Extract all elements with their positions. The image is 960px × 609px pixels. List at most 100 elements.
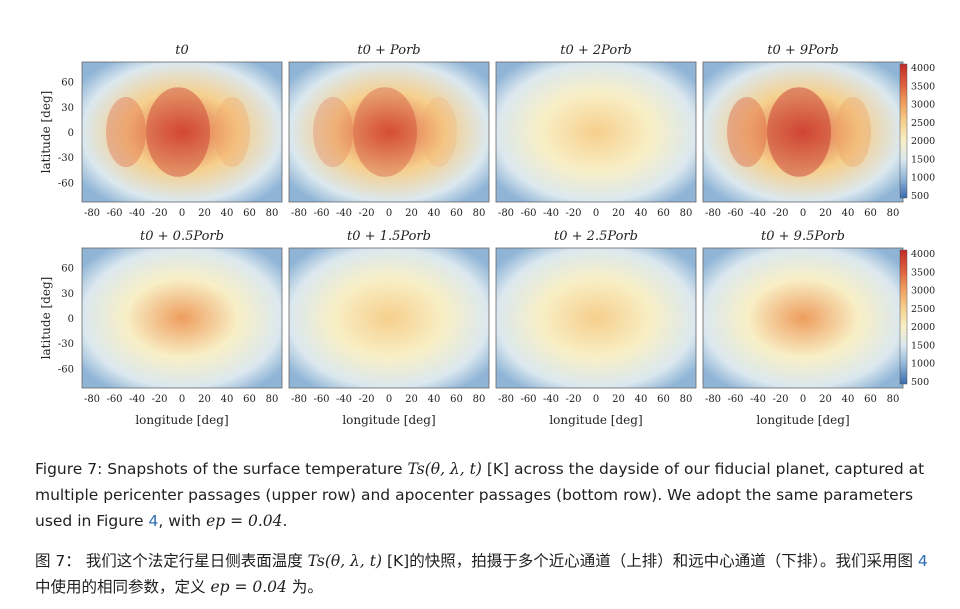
colorbar-tick-label: 3500 [911,81,935,92]
panel-frame [81,247,283,389]
caption-math: Ts(θ, λ, t) [307,552,383,570]
x-tick-label: -80 [84,394,100,405]
heatmap-field [289,62,489,202]
panel-frame [288,61,490,203]
x-tick-label: -40 [750,208,766,219]
x-tick-label: 60 [657,208,670,219]
hotspot [313,97,353,167]
x-tick-label: -20 [565,208,581,219]
temperature-map-panel [81,61,283,203]
x-tick-label: -20 [151,394,167,405]
hotspot [146,87,210,177]
y-tick-label: 30 [61,289,74,300]
x-tick-label: -80 [498,208,514,219]
heatmap-field [703,248,903,388]
caption-text: 中使用的相同参数，定义 [35,578,211,596]
x-tick-label: 80 [266,208,279,219]
x-tick-label: 80 [680,208,693,219]
x-tick-label: 20 [612,394,625,405]
x-tick-label: 80 [473,208,486,219]
temperature-snapshot-figure: 4000350030002500200015001000500400035003… [39,43,935,427]
colorbar-tick-label: 3000 [911,100,935,111]
x-tick-label: -80 [84,208,100,219]
heatmap-field [496,62,696,202]
x-tick-label: 20 [405,208,418,219]
heatmap-field [289,248,489,388]
figure-reference-link[interactable]: 4 [148,512,159,530]
hotspot [421,97,457,167]
x-tick-label: -40 [129,394,145,405]
x-tick-label: -40 [336,208,352,219]
temperature-map-panel [288,61,490,203]
panel-frame [495,247,697,389]
x-tick-label: -60 [727,394,743,405]
colorbar-tick-label: 1000 [911,173,935,184]
figure-reference-link[interactable]: 4 [917,552,928,570]
x-tick-label: 60 [657,394,670,405]
x-tick-label: 20 [198,208,211,219]
x-tick-label: -20 [772,394,788,405]
x-tick-label: 40 [221,394,234,405]
colorbar-tick-label: 2000 [911,322,935,333]
caption-text: . [282,512,288,530]
colorbar: 4000 3500 3000 2500 2000 1500 1000 500 [899,63,935,202]
x-tick-label: 20 [612,208,625,219]
temperature-map-panel [702,61,904,203]
panel-title: t0 + 0.5Porb [140,229,224,244]
x-tick-label: 20 [198,394,211,405]
x-tick-label: -40 [543,394,559,405]
x-tick-label: 0 [593,394,599,405]
x-tick-label: 20 [405,394,418,405]
y-axis-label: latitude [deg] [39,277,53,360]
figure-caption-chinese: 图 7： 我们这个法定行星日侧表面温度 Ts(θ, λ, t) [K]的快照，拍… [35,548,940,600]
panel-title: t0 + 9.5Porb [761,229,845,244]
x-axis-label: longitude [deg] [549,413,642,427]
x-tick-label: -80 [705,208,721,219]
x-tick-label: 60 [864,394,877,405]
x-tick-label: 0 [800,208,806,219]
x-tick-label: 0 [386,394,392,405]
colorbar-tick-label: 2500 [911,118,935,129]
y-tick-label: -30 [58,153,74,164]
x-tick-label: 0 [800,394,806,405]
colorbar-tick-label: 3000 [911,286,935,297]
x-tick-label: -20 [358,208,374,219]
x-tick-label: 40 [428,208,441,219]
caption-math: ep = 0.04 [206,512,283,530]
temperature-map-panel [81,247,283,389]
x-axis-label: longitude [deg] [756,413,849,427]
panel-title: t0 [175,43,189,58]
colorbar-tick-label: 1000 [911,359,935,370]
x-tick-label: -40 [543,208,559,219]
caption-text: [K]的快照，拍摄于多个近心通道（上排）和远中心通道（下排）。我们采用图 [382,552,918,570]
caption-math: Ts(θ, λ, t) [407,460,482,478]
panel-title: t0 + 1.5Porb [347,229,431,244]
y-tick-label: 0 [68,128,74,139]
x-tick-label: 40 [428,394,441,405]
x-tick-label: 0 [179,394,185,405]
x-tick-label: -20 [358,394,374,405]
panel-frame [81,61,283,203]
caption-text: [K] across the dayside of our fiducial p… [35,460,925,530]
heatmap-field [82,62,282,202]
x-tick-label: 80 [887,394,900,405]
x-tick-label: -80 [498,394,514,405]
y-tick-label: 60 [61,264,74,275]
colorbar-tick-label: 500 [911,377,929,388]
x-tick-label: 20 [819,394,832,405]
x-tick-label: 20 [819,208,832,219]
x-axis-label: longitude [deg] [135,413,228,427]
figure-caption-english: Figure 7: Snapshots of the surface tempe… [35,456,940,534]
colorbar: 4000 3500 3000 2500 2000 1500 1000 500 [899,249,935,388]
x-tick-label: 80 [266,394,279,405]
x-tick-label: 80 [680,394,693,405]
x-tick-label: 0 [179,208,185,219]
hotspot [767,87,831,177]
temperature-map-panel [495,247,697,389]
x-tick-label: 60 [864,208,877,219]
x-tick-label: -60 [313,394,329,405]
colorbar-scale [899,63,908,199]
colorbar-tick-label: 3500 [911,267,935,278]
x-tick-label: -60 [106,394,122,405]
x-tick-label: -40 [129,208,145,219]
